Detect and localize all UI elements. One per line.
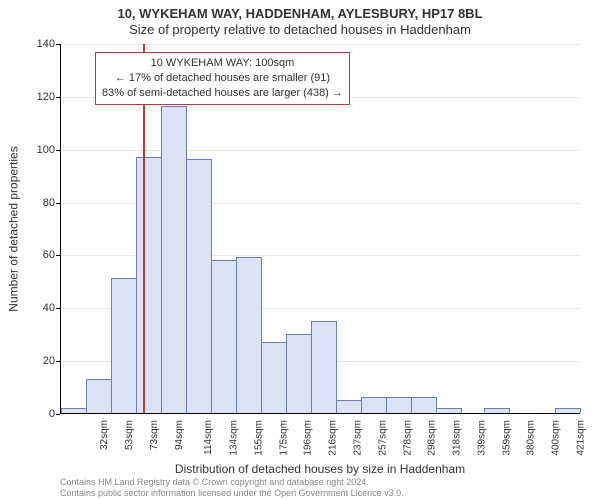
y-tick-mark: [56, 308, 60, 309]
plot-area: 10 WYKEHAM WAY: 100sqm← 17% of detached …: [60, 44, 580, 414]
y-tick-mark: [56, 97, 60, 98]
annotation-line: 83% of semi-detached houses are larger (…: [102, 86, 343, 101]
x-tick-label: 339sqm: [476, 420, 487, 456]
bar: [411, 397, 437, 413]
y-tick-label: 140: [25, 38, 55, 50]
annotation-box: 10 WYKEHAM WAY: 100sqm← 17% of detached …: [95, 52, 350, 105]
y-tick-mark: [56, 255, 60, 256]
bar: [86, 379, 112, 413]
x-tick-label: 278sqm: [402, 420, 413, 456]
y-tick-label: 20: [25, 355, 55, 367]
bar: [336, 400, 362, 413]
bar: [555, 408, 581, 413]
y-tick-mark: [56, 361, 60, 362]
bar: [136, 157, 162, 413]
chart-title-main: 10, WYKEHAM WAY, HADDENHAM, AYLESBURY, H…: [0, 6, 600, 21]
chart-title-sub: Size of property relative to detached ho…: [0, 22, 600, 37]
x-tick-label: 400sqm: [551, 420, 562, 456]
y-tick-mark: [56, 150, 60, 151]
bar: [236, 257, 262, 413]
bar: [484, 408, 510, 413]
x-tick-label: 73sqm: [149, 420, 160, 450]
x-tick-label: 32sqm: [99, 420, 110, 450]
credits: Contains HM Land Registry data © Crown c…: [60, 477, 404, 498]
y-tick-label: 120: [25, 91, 55, 103]
x-tick-label: 237sqm: [353, 420, 364, 456]
y-tick-label: 40: [25, 302, 55, 314]
y-tick-mark: [56, 414, 60, 415]
credits-line-1: Contains HM Land Registry data © Crown c…: [60, 477, 404, 487]
bar: [361, 397, 387, 413]
y-tick-label: 60: [25, 249, 55, 261]
x-tick-label: 114sqm: [203, 420, 214, 455]
bar: [111, 278, 137, 413]
x-tick-label: 298sqm: [427, 420, 438, 456]
bar: [186, 159, 212, 413]
bar: [311, 321, 337, 414]
y-tick-mark: [56, 203, 60, 204]
x-tick-label: 257sqm: [377, 420, 388, 456]
annotation-line: ← 17% of detached houses are smaller (91…: [102, 71, 343, 86]
bar: [261, 342, 287, 413]
bar: [61, 408, 87, 413]
x-tick-label: 318sqm: [452, 420, 463, 456]
x-tick-label: 421sqm: [575, 420, 586, 456]
x-tick-label: 175sqm: [278, 420, 289, 456]
x-tick-label: 134sqm: [229, 420, 240, 456]
x-tick-label: 94sqm: [174, 420, 185, 450]
credits-line-2: Contains public sector information licen…: [60, 488, 404, 498]
y-tick-mark: [56, 44, 60, 45]
bar: [161, 106, 187, 413]
chart-container: 10, WYKEHAM WAY, HADDENHAM, AYLESBURY, H…: [0, 0, 600, 500]
x-tick-label: 216sqm: [328, 420, 339, 456]
x-tick-label: 380sqm: [526, 420, 537, 456]
y-axis-label: Number of detached properties: [6, 44, 22, 414]
x-tick-label: 359sqm: [501, 420, 512, 456]
x-tick-label: 53sqm: [124, 420, 135, 450]
bar: [386, 397, 412, 413]
bar: [286, 334, 312, 413]
y-tick-label: 100: [25, 144, 55, 156]
x-tick-label: 196sqm: [303, 420, 314, 456]
bar: [211, 260, 237, 413]
x-axis-label: Distribution of detached houses by size …: [60, 462, 580, 476]
y-tick-label: 80: [25, 197, 55, 209]
y-tick-label: 0: [25, 408, 55, 420]
y-axis-label-text: Number of detached properties: [7, 146, 21, 311]
annotation-line: 10 WYKEHAM WAY: 100sqm: [102, 56, 343, 71]
x-tick-label: 155sqm: [254, 420, 265, 456]
bar: [436, 408, 462, 413]
